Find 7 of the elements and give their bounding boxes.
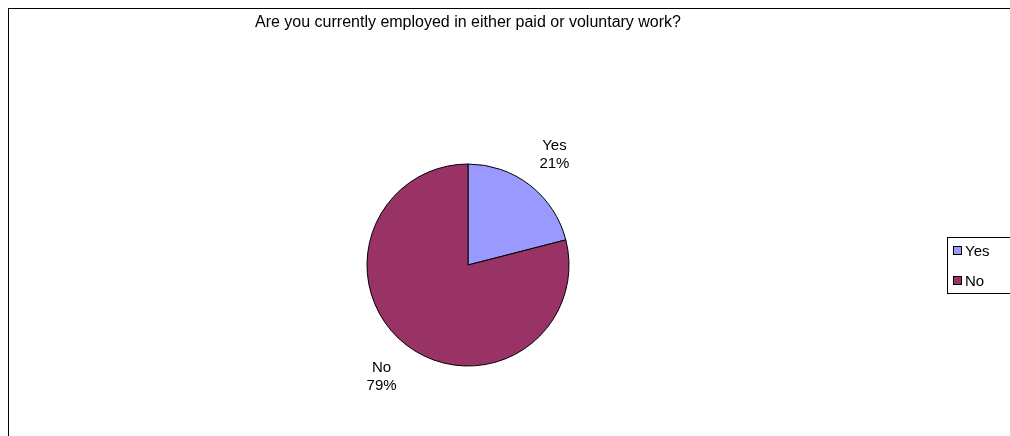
slice-label: Yes: [542, 135, 567, 153]
chart-title: Are you currently employed in either paid or voluntary work?: [255, 13, 682, 30]
legend-label: Yes: [965, 242, 990, 259]
data-label: 79%: [366, 376, 397, 394]
data-label: 21%: [539, 153, 570, 171]
slice-label: No: [371, 358, 392, 376]
legend-label: No: [965, 272, 985, 289]
